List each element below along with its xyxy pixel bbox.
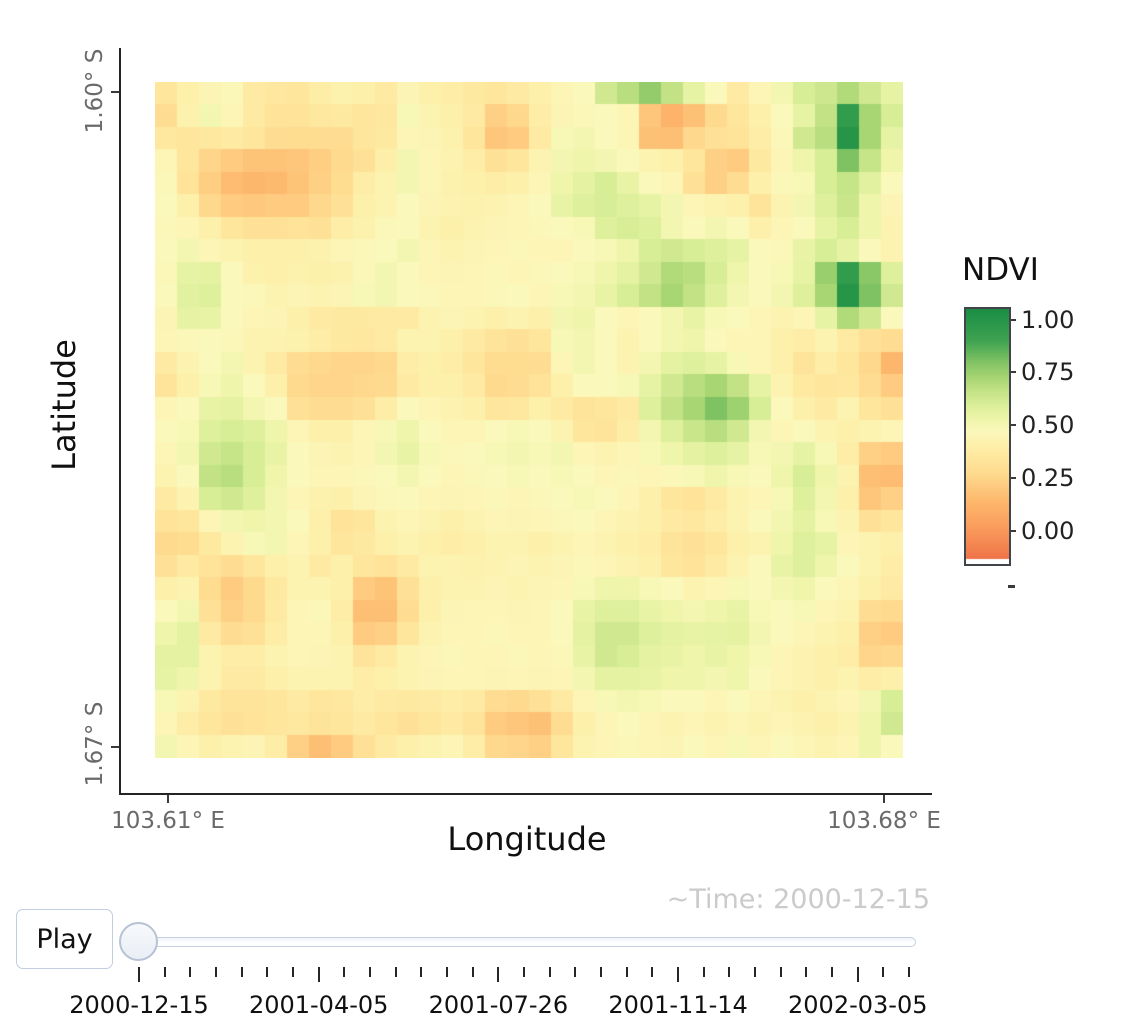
colorbar-stray-tick — [1008, 585, 1015, 588]
slider-major-tick — [856, 967, 859, 982]
slider-minor-tick — [625, 967, 628, 977]
slider-minor-tick — [369, 967, 372, 977]
slider-minor-tick — [908, 967, 911, 977]
colorbar-tickmark — [1011, 424, 1016, 427]
x-tick-right — [883, 795, 885, 803]
slider-tick-label: 2000-12-15 — [69, 991, 209, 1019]
play-button[interactable]: Play — [16, 909, 113, 969]
time-slider-handle[interactable] — [119, 922, 158, 961]
slider-minor-tick — [343, 967, 346, 977]
colorbar-tick-label: 0.75 — [1021, 358, 1075, 387]
slider-major-tick — [497, 967, 500, 982]
colorbar-tick-label: 1.00 — [1021, 305, 1075, 334]
slider-minor-tick — [215, 967, 217, 977]
y-tick-label-top: 1.60° S — [82, 48, 108, 134]
colorbar-tickmark — [1011, 318, 1016, 321]
slider-minor-tick — [446, 967, 449, 977]
slider-minor-tick — [805, 967, 808, 977]
time-label: ~Time: 2000-12-15 — [666, 884, 930, 915]
slider-minor-tick — [163, 967, 166, 977]
slider-minor-tick — [574, 967, 577, 977]
colorbar-tickmark — [1011, 371, 1016, 374]
x-tick-label-right: 103.68° E — [827, 808, 941, 834]
slider-minor-tick — [292, 967, 295, 977]
colorbar-tick-label: 0.00 — [1021, 517, 1075, 546]
slider-minor-tick — [523, 967, 526, 977]
colorbar-title: NDVI — [962, 252, 1039, 288]
x-axis-line — [119, 793, 932, 795]
slider-minor-tick — [600, 967, 603, 977]
x-axis-title: Longitude — [447, 820, 607, 858]
x-tick-left — [167, 795, 169, 803]
time-slider-track[interactable] — [137, 937, 916, 947]
colorbar-tick-label: 0.25 — [1021, 464, 1075, 493]
slider-minor-tick — [548, 967, 551, 977]
slider-minor-tick — [754, 967, 757, 977]
slider-minor-tick — [189, 967, 192, 977]
x-tick-label-left: 103.61° E — [111, 808, 225, 834]
slider-major-tick — [677, 967, 680, 982]
colorbar-tickmark — [1011, 530, 1016, 533]
slider-tick-label: 2001-11-14 — [608, 991, 748, 1019]
slider-minor-tick — [779, 967, 782, 977]
y-axis-title: Latitude — [45, 339, 83, 471]
slider-minor-tick — [266, 967, 269, 977]
slider-tick-label: 2001-07-26 — [428, 991, 569, 1019]
slider-major-tick — [138, 967, 140, 982]
y-tick-label-bottom: 1.67° S — [82, 701, 108, 787]
colorbar-tick-label: 0.50 — [1021, 411, 1075, 440]
slider-minor-tick — [651, 967, 654, 977]
slider-minor-tick — [702, 967, 705, 977]
y-tick-top — [111, 91, 119, 93]
y-tick-bottom — [111, 746, 119, 748]
slider-minor-tick — [240, 967, 243, 977]
slider-minor-tick — [728, 967, 731, 977]
slider-minor-tick — [394, 967, 397, 977]
slider-minor-tick — [882, 967, 885, 977]
slider-minor-tick — [420, 967, 423, 977]
y-axis-line — [119, 48, 121, 795]
slider-minor-tick — [831, 967, 834, 977]
colorbar-gradient — [966, 309, 1009, 564]
colorbar-tickmark — [1011, 477, 1016, 480]
slider-major-tick — [317, 967, 320, 982]
heatmap-plot[interactable] — [155, 82, 903, 758]
colorbar — [964, 307, 1011, 566]
slider-tick-label: 2001-04-05 — [248, 991, 389, 1019]
slider-tick-label: 2002-03-05 — [788, 991, 928, 1019]
slider-minor-tick — [471, 967, 474, 977]
